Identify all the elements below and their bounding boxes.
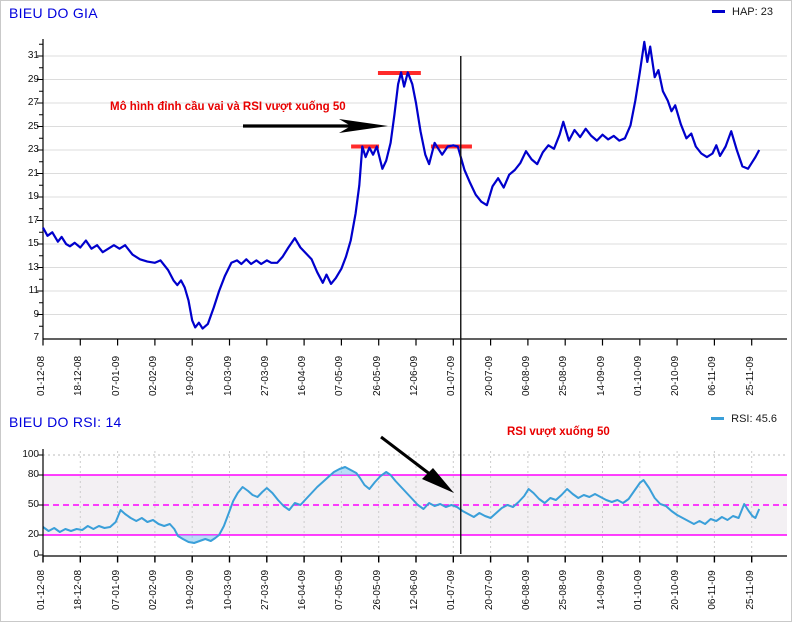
rsi-x-tick-label: 01-07-09: [446, 569, 458, 611]
price-x-tick-label: 06-11-09: [707, 356, 719, 396]
rsi-legend-label: RSI: 45.6: [731, 413, 777, 425]
price-x-tick-label: 02-02-09: [147, 355, 159, 397]
rsi-x-tick-label: 20-10-09: [670, 569, 682, 611]
price-x-tick-label: 25-11-09: [744, 356, 756, 396]
price-x-tick-label: 01-10-09: [632, 355, 644, 397]
price-x-tick-label: 26-05-09: [371, 355, 383, 397]
price-x-tick-label: 07-05-09: [334, 355, 346, 397]
price-legend-label: HAP: 23: [732, 6, 773, 18]
rsi-cross-annotation: RSI vượt xuống 50: [507, 426, 610, 438]
price-x-tick-label: 12-06-09: [409, 355, 420, 397]
rsi-arrow: [380, 435, 436, 480]
price-series-line: [42, 40, 761, 330]
rsi-chart-title: BIEU DO RSI: 14: [9, 414, 122, 430]
price-y-tick-label: 9: [33, 308, 39, 320]
price-pattern-annotation: Mô hình đỉnh cầu vai và RSI vượt xuống 5…: [110, 101, 346, 113]
price-y-tick-label: 31: [27, 50, 39, 61]
rsi-x-tick-label: 02-02-09: [147, 569, 159, 611]
rsi-x-tick-label: 12-06-09: [409, 569, 420, 611]
price-y-tick-label: 7: [33, 332, 39, 343]
rsi-x-tick-label: 10-03-09: [222, 569, 234, 611]
price-y-tick-label: 17: [27, 214, 39, 226]
price-x-tick-label: 25-08-09: [558, 355, 570, 397]
rsi-y-tick-label: 50: [27, 499, 39, 510]
rsi-x-tick-label: 27-03-09: [259, 569, 271, 611]
rsi-x-tick-label: 01-10-09: [632, 569, 644, 611]
rsi-x-tick-label: 06-08-09: [520, 569, 532, 611]
rsi-y-tick-label: 20: [27, 529, 39, 540]
price-x-tick-label: 19-02-09: [185, 355, 197, 397]
price-x-tick-label: 27-03-09: [259, 355, 271, 397]
rsi-x-tick-label: 25-11-09: [744, 570, 756, 610]
price-x-tick-label: 01-07-09: [446, 355, 458, 397]
price-x-tick-label: 20-07-09: [483, 355, 495, 397]
rsi-excursion-fill: [330, 467, 358, 475]
rsi-legend-line-icon: [711, 416, 725, 420]
price-x-tick-label: 01-12-08: [36, 355, 47, 397]
price-y-tick-label: 11: [28, 285, 39, 296]
rsi-x-tick-label: 16-04-09: [297, 569, 309, 611]
price-x-tick-label: 06-08-09: [520, 355, 532, 397]
price-legend: HAP: 23: [712, 6, 773, 18]
rsi-x-tick-label: 20-07-09: [483, 569, 495, 611]
price-x-tick-label: 07-01-09: [110, 355, 122, 397]
price-y-tick-label: 15: [27, 238, 39, 249]
price-chart-title: BIEU DO GIA: [9, 5, 98, 21]
price-x-tick-label: 10-03-09: [222, 355, 234, 397]
price-y-tick-label: 27: [27, 97, 39, 108]
price-legend-line-icon: [712, 9, 726, 13]
price-y-tick-label: 25: [27, 120, 39, 132]
rsi-arrowhead-icon: [422, 468, 454, 493]
price-y-tick-label: 23: [27, 144, 39, 155]
rsi-x-tick-label: 07-01-09: [110, 569, 122, 611]
rsi-y-tick-label: 0: [33, 549, 39, 560]
price-x-tick-label: 18-12-08: [73, 355, 85, 397]
price-y-tick-label: 29: [27, 73, 39, 85]
rsi-x-tick-label: 25-08-09: [558, 569, 570, 611]
price-y-tick-label: 13: [27, 261, 39, 273]
price-x-tick-label: 20-10-09: [670, 355, 682, 397]
rsi-x-tick-label: 06-11-09: [707, 570, 719, 610]
price-y-tick-label: 19: [27, 191, 39, 202]
price-x-tick-label: 14-09-09: [595, 355, 607, 397]
rsi-x-tick-label: 19-02-09: [185, 569, 197, 611]
rsi-x-tick-label: 26-05-09: [371, 569, 383, 611]
rsi-x-tick-label: 18-12-08: [73, 569, 85, 611]
rsi-x-tick-label: 07-05-09: [334, 569, 346, 611]
rsi-legend: RSI: 45.6: [711, 413, 777, 425]
price-arrowhead-icon: [339, 119, 388, 133]
rsi-x-tick-label: 14-09-09: [595, 569, 607, 611]
rsi-y-tick-label: 100: [22, 449, 39, 460]
price-y-tick-label: 21: [27, 167, 39, 179]
price-x-tick-label: 16-04-09: [297, 355, 309, 397]
rsi-y-tick-label: 80: [27, 469, 39, 480]
rsi-series-line: [42, 466, 761, 544]
rsi-x-tick-label: 01-12-08: [36, 569, 47, 611]
